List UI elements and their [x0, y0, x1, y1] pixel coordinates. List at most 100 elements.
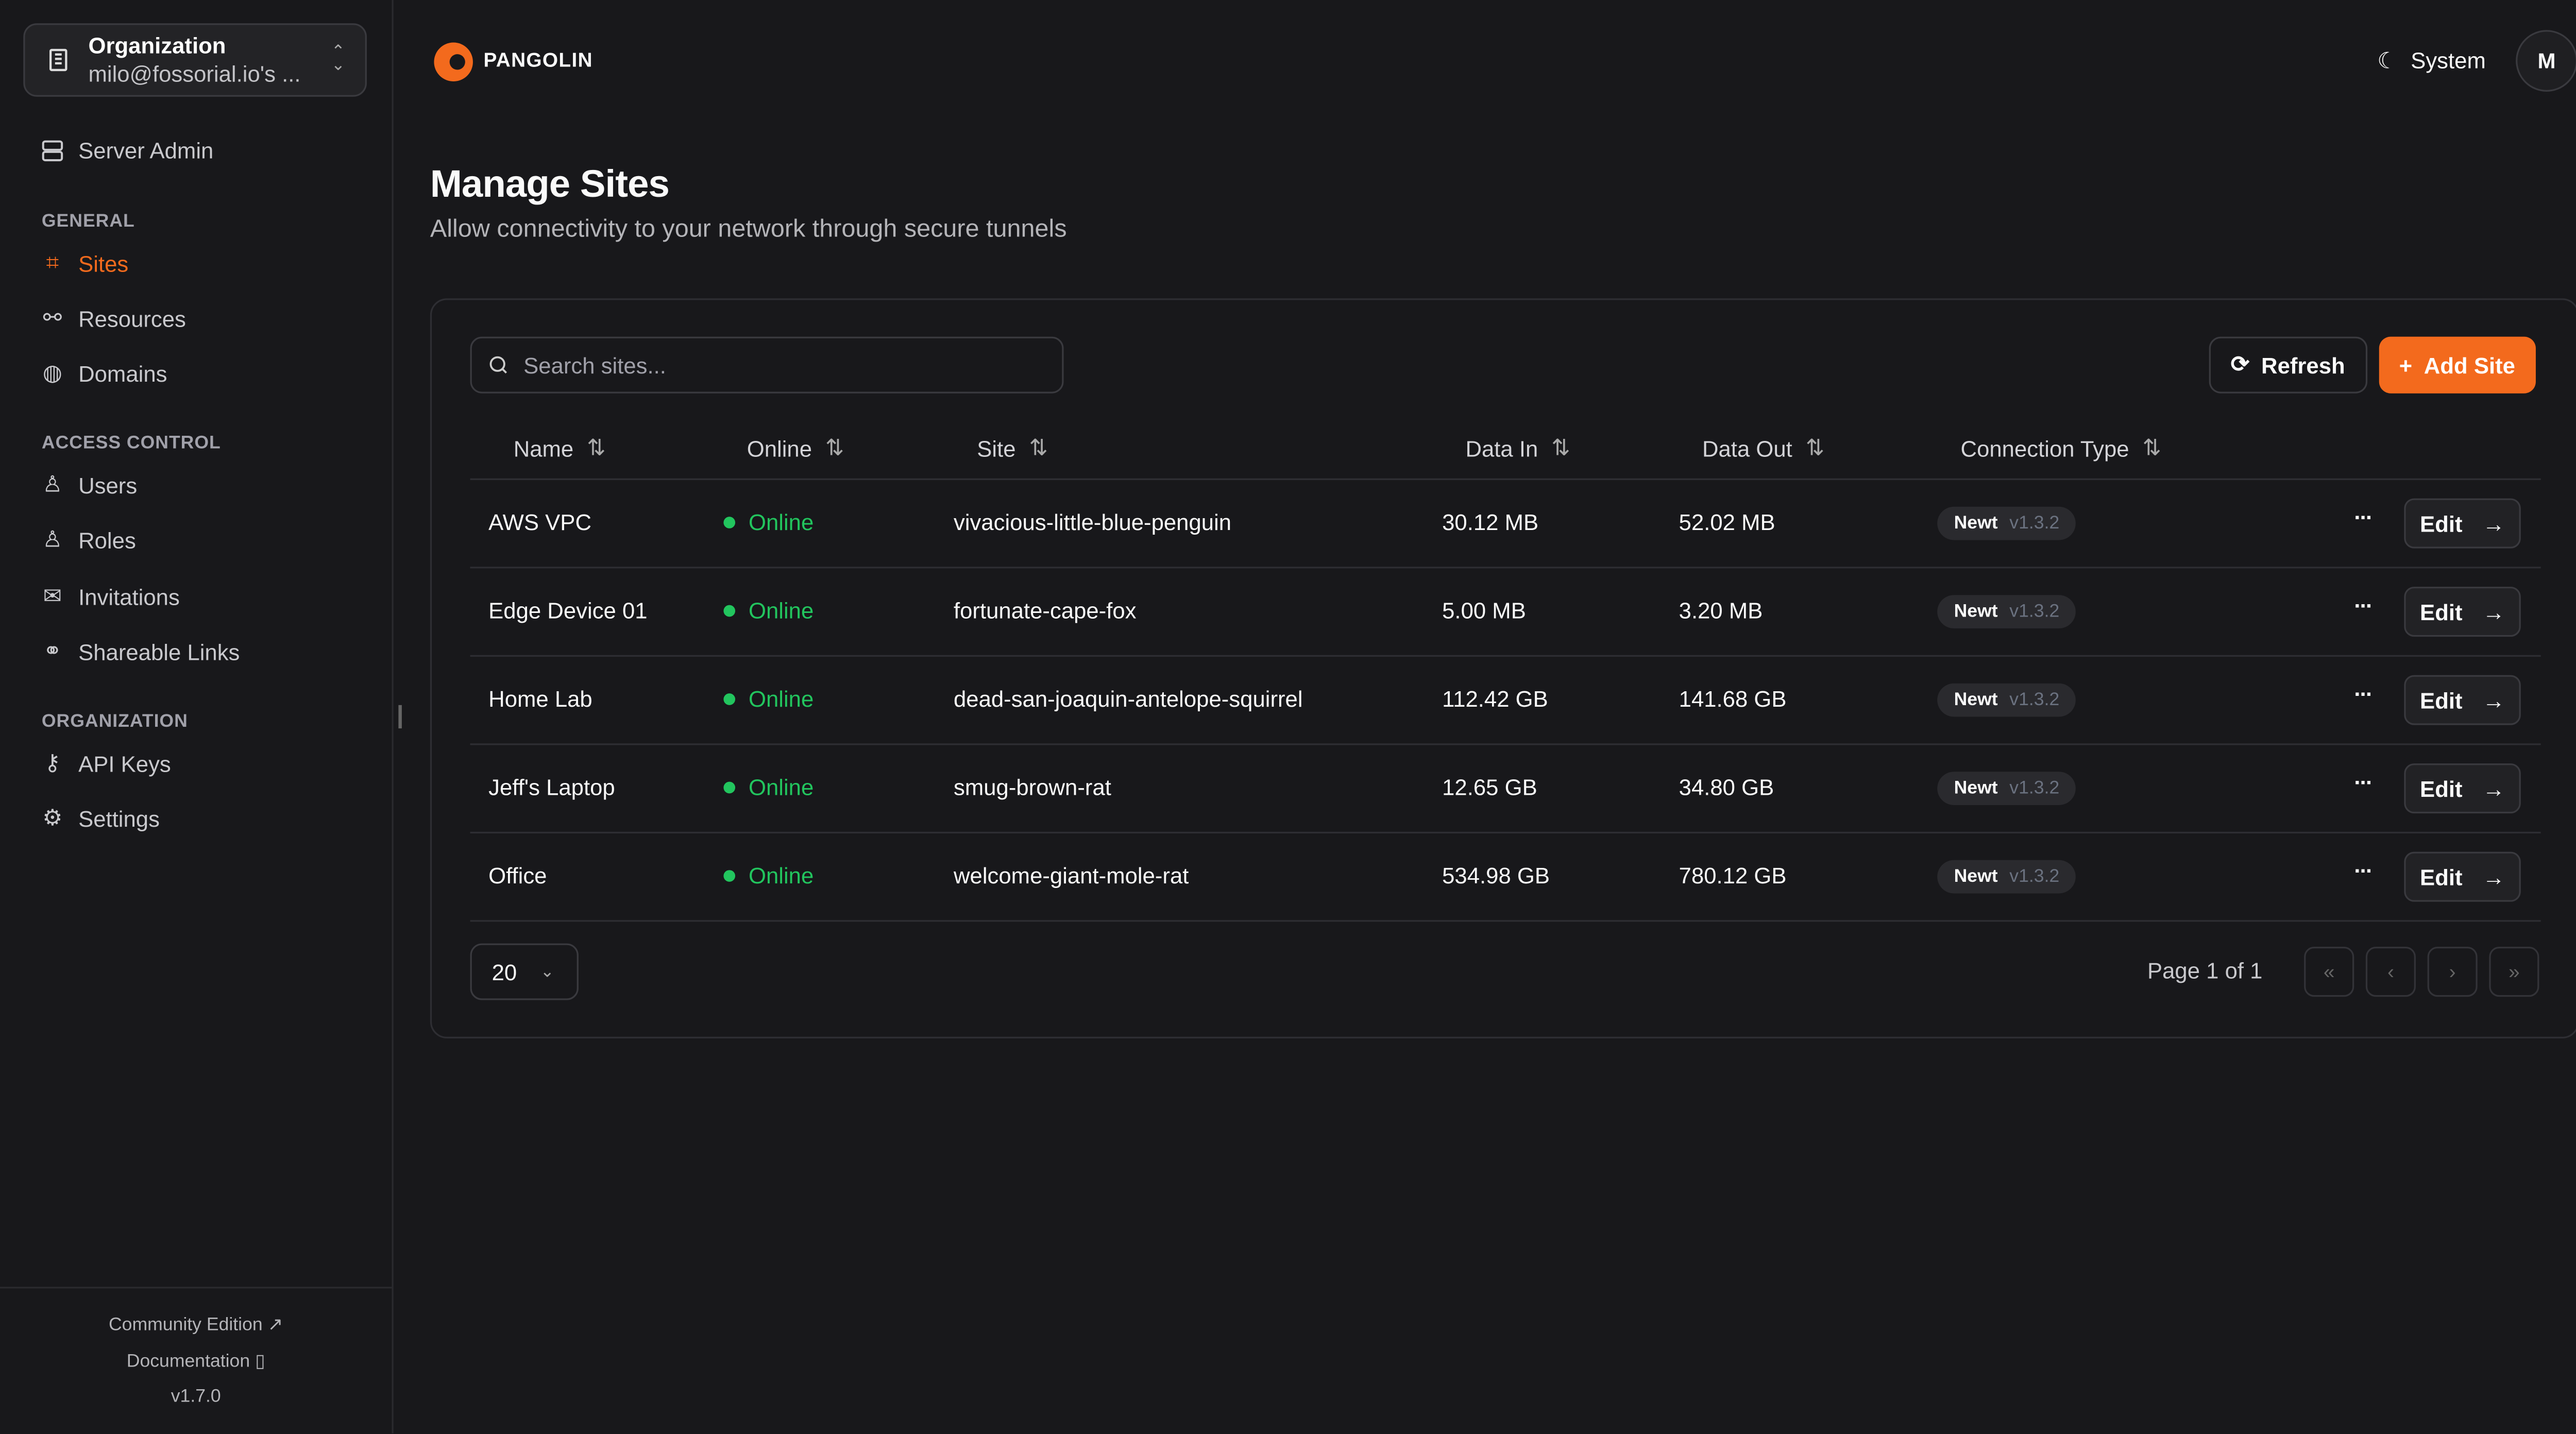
sidebar-item-resources[interactable]: ⚯ Resources	[40, 305, 186, 332]
more-actions-button[interactable]: ···	[2354, 858, 2373, 884]
connection-type-badge: Newt v1.3.2	[1937, 772, 2076, 805]
avatar[interactable]: M	[2516, 30, 2576, 92]
online-status: Online	[723, 863, 814, 889]
edit-button[interactable]: Edit →	[2404, 675, 2521, 725]
data-in: 112.42 GB	[1442, 687, 1548, 712]
first-page-button[interactable]: «	[2304, 947, 2354, 997]
server-icon	[42, 140, 63, 162]
status-dot	[723, 870, 736, 882]
page-size-select[interactable]: 20 ⌄	[470, 943, 579, 1000]
online-status: Online	[723, 775, 814, 800]
refresh-button[interactable]: ⟳ Refresh	[2209, 336, 2367, 394]
table-row: AWS VPC Online vivacious-little-blue-pen…	[470, 480, 2541, 569]
sidebar-item-label: Shareable Links	[78, 639, 240, 664]
online-status: Online	[723, 687, 814, 712]
sites-icon: ⌗	[46, 250, 59, 275]
sort-icon: ⇅	[2142, 435, 2162, 460]
sidebar-item-roles[interactable]: ♙ Roles	[40, 527, 135, 554]
theme-toggle[interactable]: ☾ System	[2377, 47, 2486, 74]
site-name: AWS VPC	[488, 510, 592, 535]
site-name: Home Lab	[488, 687, 592, 712]
documentation-link[interactable]: Documentation ▯	[0, 1350, 392, 1373]
table-row: Office Online welcome-giant-mole-rat 534…	[470, 833, 2541, 922]
add-site-button[interactable]: + Add Site	[2379, 336, 2535, 394]
org-selector[interactable]: Organization milo@fossorial.io's ... ⌃ ⌄	[23, 23, 367, 97]
data-in: 5.00 MB	[1442, 598, 1526, 624]
site-identifier: vivacious-little-blue-penguin	[953, 510, 1232, 535]
resources-icon: ⚯	[43, 305, 62, 330]
site-identifier: welcome-giant-mole-rat	[953, 863, 1189, 889]
sidebar-item-api-keys[interactable]: ⚷ API Keys	[40, 750, 171, 777]
section-access-control: ACCESS CONTROL	[41, 433, 221, 454]
arrow-right-icon: →	[2482, 599, 2505, 624]
table-row: Jeff's Laptop Online smug-brown-rat 12.6…	[470, 745, 2541, 833]
arrow-right-icon: →	[2482, 510, 2505, 536]
search-input[interactable]: Search sites...	[470, 336, 1064, 394]
version: v1.7.0	[171, 1387, 221, 1407]
more-actions-button[interactable]: ···	[2354, 770, 2373, 795]
connection-type: Newt	[1954, 602, 1998, 622]
logo[interactable]: PANGOLIN	[430, 37, 593, 83]
sort-icon: ⇅	[1551, 435, 1570, 460]
connection-type: Newt	[1954, 690, 1998, 710]
column-label: Data Out	[1702, 436, 1792, 461]
arrow-right-icon: →	[2482, 864, 2505, 890]
data-in: 12.65 GB	[1442, 775, 1537, 800]
page-size-value: 20	[492, 959, 517, 984]
column-header[interactable]: Site ⇅	[977, 435, 1048, 462]
column-header[interactable]: Data In ⇅	[1465, 435, 1570, 462]
sidebar-item-server-admin[interactable]: Server Admin	[40, 139, 213, 163]
status-dot	[723, 517, 736, 528]
column-header[interactable]: Name ⇅	[514, 435, 606, 462]
sidebar-item-settings[interactable]: ⚙ Settings	[40, 805, 160, 832]
sort-icon: ⇅	[1805, 435, 1825, 460]
more-actions-button[interactable]: ···	[2354, 681, 2373, 707]
column-header[interactable]: Online ⇅	[747, 435, 844, 462]
edit-label: Edit	[2420, 864, 2463, 890]
edit-label: Edit	[2420, 776, 2463, 801]
more-actions-button[interactable]: ···	[2354, 593, 2373, 619]
sidebar-item-invitations[interactable]: ✉ Invitations	[40, 584, 180, 610]
search-icon	[489, 356, 507, 374]
prev-page-button[interactable]: ‹	[2365, 947, 2416, 997]
globe-icon: ◍	[42, 360, 62, 385]
site-name: Office	[488, 863, 547, 889]
status-dot	[723, 781, 736, 794]
edit-button[interactable]: Edit →	[2404, 587, 2521, 637]
table-row: Edge Device 01 Online fortunate-cape-fox…	[470, 568, 2541, 657]
sidebar-item-domains[interactable]: ◍ Domains	[40, 360, 167, 387]
page-subtitle: Allow connectivity to your network throu…	[430, 215, 1067, 244]
more-actions-button[interactable]: ···	[2354, 505, 2373, 531]
edit-button[interactable]: Edit →	[2404, 851, 2521, 902]
page-info: Page 1 of 1	[2147, 958, 2263, 984]
sidebar-item-sites[interactable]: ⌗ Sites	[40, 250, 129, 277]
data-in: 534.98 GB	[1442, 863, 1550, 889]
status-label: Online	[748, 775, 814, 800]
sidebar-item-label: API Keys	[78, 750, 171, 776]
site-identifier: fortunate-cape-fox	[953, 598, 1137, 624]
last-page-button[interactable]: »	[2489, 947, 2539, 997]
next-page-button[interactable]: ›	[2427, 947, 2478, 997]
search-placeholder: Search sites...	[523, 352, 666, 378]
user-icon: ♙	[42, 471, 63, 497]
site-name: Edge Device 01	[488, 598, 648, 624]
column-header[interactable]: Data Out ⇅	[1702, 435, 1824, 462]
external-link-icon: ↗	[267, 1315, 283, 1336]
sites-card: Search sites... ⟳ Refresh + Add Site Name ⇅…	[430, 298, 2576, 1039]
status-label: Online	[748, 863, 814, 889]
docs-label: Documentation	[126, 1352, 250, 1372]
community-edition-link[interactable]: Community Edition ↗	[0, 1313, 392, 1337]
org-title: Organization	[88, 33, 226, 59]
theme-label: System	[2411, 48, 2486, 74]
column-header[interactable]: Connection Type ⇅	[1961, 435, 2162, 462]
sidebar-item-users[interactable]: ♙ Users	[40, 471, 137, 499]
sort-icon: ⇅	[587, 435, 606, 460]
edit-button[interactable]: Edit →	[2404, 498, 2521, 549]
sidebar-resize-handle[interactable]	[398, 705, 402, 729]
sidebar-footer: Community Edition ↗ Documentation ▯ v1.7…	[0, 1287, 392, 1410]
column-label: Data In	[1465, 436, 1538, 461]
edit-button[interactable]: Edit →	[2404, 763, 2521, 814]
key-icon: ⚷	[44, 750, 61, 775]
sidebar-item-shareable-links[interactable]: ⚭ Shareable Links	[40, 638, 240, 665]
data-out: 34.80 GB	[1679, 775, 1774, 800]
